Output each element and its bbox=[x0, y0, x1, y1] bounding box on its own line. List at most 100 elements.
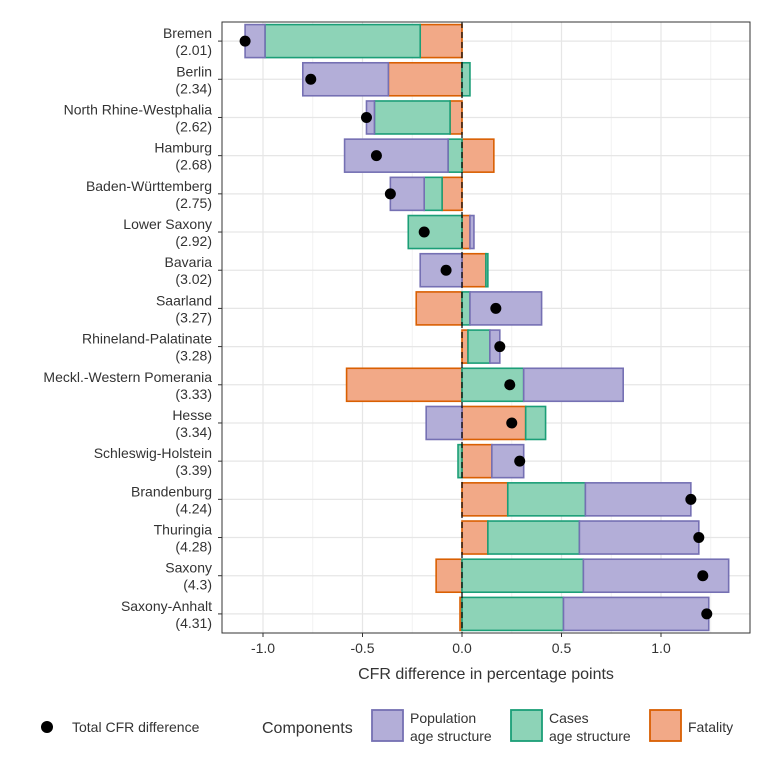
bar-cases-meckl-western-pomerania bbox=[461, 367, 525, 403]
y-tick-label-cfr: (4.24) bbox=[175, 500, 212, 516]
y-tick-label-cfr: (2.68) bbox=[175, 157, 212, 173]
bar-cases-thuringia bbox=[487, 520, 581, 555]
total-point-saxony-anhalt bbox=[701, 608, 713, 620]
bar-population-thuringia bbox=[578, 520, 700, 555]
bar-cases-schleswig-holstein bbox=[457, 443, 463, 479]
legend-total-label: Total CFR difference bbox=[72, 719, 200, 735]
bar-fatality-thuringia bbox=[461, 520, 489, 555]
x-tick-label: 1.0 bbox=[651, 640, 671, 656]
bar-cases-saxony bbox=[461, 558, 585, 594]
legend-key-population bbox=[371, 709, 404, 742]
total-point-rhineland-palatinate bbox=[494, 341, 506, 353]
legend-label-population-line2: age structure bbox=[410, 728, 492, 744]
y-tick-label-state: Hamburg bbox=[154, 140, 212, 156]
total-point-hamburg bbox=[370, 150, 382, 162]
bar-population-brandenburg bbox=[584, 482, 692, 517]
legend-label-cases-line1: Cases bbox=[549, 710, 589, 726]
bar-population-lower-saxony bbox=[469, 214, 475, 250]
bar-cases-baden-w-rttemberg bbox=[423, 176, 443, 212]
legend-label-population-line1: Population bbox=[410, 710, 476, 726]
total-point-saxony bbox=[697, 570, 709, 582]
bar-cases-brandenburg bbox=[506, 482, 587, 517]
y-tick-label-state: Berlin bbox=[176, 63, 212, 79]
y-tick-label-state: North Rhine-Westphalia bbox=[64, 101, 213, 117]
y-tick-label-state: Rhineland-Palatinate bbox=[82, 331, 212, 347]
total-point-hesse bbox=[506, 417, 518, 429]
bar-fatality-rhineland-palatinate bbox=[461, 329, 469, 364]
legend-total-point bbox=[41, 721, 53, 733]
y-tick-label-state: Baden-Württemberg bbox=[86, 178, 212, 194]
bar-population-baden-w-rttemberg bbox=[389, 176, 425, 212]
y-tick-label-cfr: (4.28) bbox=[175, 539, 212, 555]
y-tick-label-state: Bremen bbox=[163, 25, 212, 41]
x-axis-title: CFR difference in percentage points bbox=[358, 666, 614, 683]
bar-cases-saxony-anhalt bbox=[461, 596, 565, 632]
total-point-bremen bbox=[239, 35, 251, 47]
x-tick-label: -1.0 bbox=[251, 640, 275, 656]
bar-cases-lower-saxony bbox=[407, 214, 463, 250]
bar-fatality-lower-saxony bbox=[461, 214, 471, 250]
legend-key-cases bbox=[510, 709, 543, 742]
legend-key-fatality bbox=[649, 709, 682, 742]
total-point-bavaria bbox=[440, 264, 452, 276]
bar-population-berlin bbox=[301, 61, 390, 97]
y-tick-label-state: Saxony-Anhalt bbox=[121, 598, 212, 614]
legend-label-fatality: Fatality bbox=[688, 719, 733, 735]
total-point-baden-w-rttemberg bbox=[384, 188, 396, 200]
bar-cases-rhineland-palatinate bbox=[467, 329, 491, 364]
y-tick-label-cfr: (3.28) bbox=[175, 348, 212, 364]
legend-components-title: Components bbox=[262, 720, 353, 737]
total-point-north-rhine-westphalia bbox=[360, 111, 372, 123]
bar-cases-bremen bbox=[264, 23, 422, 59]
y-tick-label-state: Saxony bbox=[165, 560, 212, 576]
y-tick-label-state: Saarland bbox=[156, 292, 212, 308]
legend-label-cases-line2: age structure bbox=[549, 728, 631, 744]
y-tick-label-cfr: (3.02) bbox=[175, 271, 212, 287]
bar-fatality-bremen bbox=[419, 23, 463, 59]
bar-fatality-north-rhine-westphalia bbox=[449, 100, 463, 135]
bar-cases-berlin bbox=[461, 61, 471, 97]
bar-fatality-schleswig-holstein bbox=[461, 443, 493, 479]
total-point-saarland bbox=[490, 302, 502, 314]
y-tick-label-cfr: (3.34) bbox=[175, 424, 212, 440]
y-tick-label-cfr: (2.75) bbox=[175, 195, 212, 211]
y-tick-label-cfr: (2.92) bbox=[175, 233, 212, 249]
y-tick-label-state: Lower Saxony bbox=[123, 216, 212, 232]
bar-cases-hesse bbox=[524, 405, 547, 441]
total-point-berlin bbox=[305, 73, 317, 85]
legend: Total CFR difference Components Population… bbox=[41, 709, 733, 744]
y-tick-label-state: Thuringia bbox=[154, 522, 213, 538]
y-tick-label-state: Schleswig-Holstein bbox=[94, 445, 212, 461]
y-tick-label-cfr: (3.33) bbox=[175, 386, 212, 402]
bar-fatality-saarland bbox=[415, 291, 463, 326]
y-tick-label-state: Hesse bbox=[172, 407, 212, 423]
x-tick-label: 0.5 bbox=[552, 640, 572, 656]
total-point-schleswig-holstein bbox=[514, 455, 526, 467]
bar-fatality-meckl-western-pomerania bbox=[345, 367, 463, 403]
y-tick-label-cfr: (4.31) bbox=[175, 615, 212, 631]
total-point-lower-saxony bbox=[418, 226, 430, 238]
y-tick-label-cfr: (2.34) bbox=[175, 80, 212, 96]
x-tick-label: 0.0 bbox=[452, 640, 472, 656]
bar-fatality-hamburg bbox=[461, 138, 495, 173]
y-tick-label-state: Meckl.-Western Pomerania bbox=[43, 369, 212, 385]
panel-border bbox=[221, 21, 751, 634]
y-tick-label-state: Bavaria bbox=[165, 254, 213, 270]
y-tick-label-cfr: (3.39) bbox=[175, 462, 212, 478]
bar-fatality-bavaria bbox=[461, 252, 487, 288]
bar-cases-saarland bbox=[461, 291, 471, 326]
bar-fatality-baden-w-rttemberg bbox=[441, 176, 463, 212]
bar-population-saarland bbox=[469, 291, 543, 326]
bar-population-meckl-western-pomerania bbox=[522, 367, 624, 403]
bar-cases-north-rhine-westphalia bbox=[373, 100, 451, 135]
y-tick-label-cfr: (2.01) bbox=[175, 42, 212, 58]
bar-cases-bavaria bbox=[485, 252, 489, 288]
bar-population-hamburg bbox=[343, 138, 449, 173]
y-tick-label-cfr: (2.62) bbox=[175, 118, 212, 134]
bar-fatality-saxony bbox=[435, 558, 463, 594]
bar-fatality-berlin bbox=[387, 61, 463, 97]
total-point-brandenburg bbox=[685, 493, 697, 505]
y-tick-label-cfr: (3.27) bbox=[175, 309, 212, 325]
total-point-meckl-western-pomerania bbox=[504, 379, 516, 391]
